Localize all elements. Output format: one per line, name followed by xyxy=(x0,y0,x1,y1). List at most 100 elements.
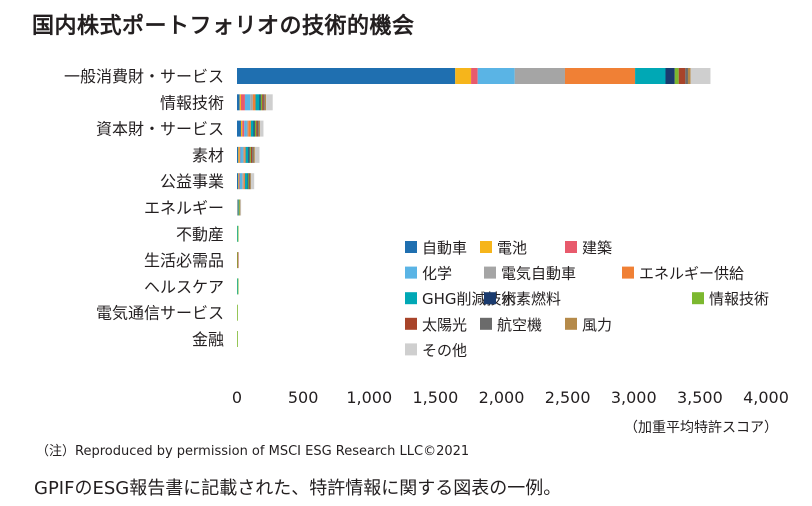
bar-segment xyxy=(254,121,255,137)
x-tick-labels: 05001,0001,5002,0002,5003,0003,5004,000 xyxy=(232,388,789,407)
legend-label: 建築 xyxy=(582,239,612,257)
legend-swatch xyxy=(405,292,417,304)
bar-segment xyxy=(237,331,238,347)
bar-segment xyxy=(455,68,471,84)
category-labels: 一般消費財・サービス情報技術資本財・サービス素材公益事業エネルギー不動産生活必需… xyxy=(64,67,224,349)
bar-segment xyxy=(251,147,252,163)
bar-segment xyxy=(244,147,245,163)
x-tick-label: 0 xyxy=(232,388,242,407)
legend-label: 情報技術 xyxy=(709,290,769,308)
x-tick-label: 3,000 xyxy=(611,388,657,407)
bar-segment xyxy=(255,147,260,163)
bar-segment xyxy=(238,147,239,163)
bar-segment xyxy=(265,94,266,110)
legend-item: 建築 xyxy=(565,239,612,257)
legend-item: 航空機 xyxy=(480,316,542,334)
bar-segment xyxy=(635,68,665,84)
legend-label: 水素燃料 xyxy=(501,290,561,308)
legend-item: 自動車 xyxy=(405,239,467,257)
bar-segment xyxy=(240,173,243,189)
legend-swatch xyxy=(405,318,417,330)
bar-segment xyxy=(253,94,256,110)
x-tick-label: 500 xyxy=(288,388,319,407)
bar-segment xyxy=(688,68,691,84)
x-tick-label: 1,000 xyxy=(346,388,392,407)
legend-item: エネルギー供給 xyxy=(622,265,744,283)
legend-label: 電池 xyxy=(497,239,527,257)
bar-segment xyxy=(256,94,260,110)
category-label: 素材 xyxy=(192,146,224,165)
bar-segment xyxy=(248,121,251,137)
bar-segment xyxy=(237,94,240,110)
bar-segment xyxy=(237,173,238,189)
category-label: 資本財・サービス xyxy=(96,120,224,139)
bar-segment xyxy=(243,147,244,163)
bar-segment xyxy=(237,121,241,137)
bar-segment xyxy=(471,68,478,84)
legend-swatch xyxy=(565,318,577,330)
bar-segment xyxy=(245,94,250,110)
bar-segment xyxy=(251,173,254,189)
legend: 自動車電池建築化学電気自動車エネルギー供給GHG削減技術水素燃料情報技術太陽光航… xyxy=(405,239,769,359)
category-label: ヘルスケア xyxy=(144,277,224,296)
legend-label: 風力 xyxy=(582,316,612,334)
bar-segment xyxy=(515,68,565,84)
category-label: エネルギー xyxy=(144,199,224,218)
bar-segment xyxy=(238,226,239,242)
legend-item: その他 xyxy=(405,341,467,359)
x-tick-label: 2,500 xyxy=(545,388,591,407)
category-label: 公益事業 xyxy=(160,172,224,191)
bar-segment xyxy=(261,94,262,110)
x-tick-label: 2,000 xyxy=(479,388,525,407)
category-label: 情報技術 xyxy=(160,93,224,112)
legend-item: 風力 xyxy=(565,316,612,334)
bar-segment xyxy=(244,173,245,189)
legend-label: その他 xyxy=(422,341,467,359)
bar-segment xyxy=(250,147,251,163)
legend-swatch xyxy=(405,343,417,355)
bar-segment xyxy=(691,68,711,84)
bar-segment xyxy=(251,121,254,137)
bar-segment xyxy=(240,94,241,110)
legend-swatch xyxy=(484,267,496,279)
bar-segment xyxy=(260,121,263,137)
category-label: 一般消費財・サービス xyxy=(64,67,224,86)
bar-segment xyxy=(266,94,273,110)
legend-swatch xyxy=(480,318,492,330)
bar-segment xyxy=(238,252,239,268)
category-label: 電気通信サービス xyxy=(96,304,224,323)
bar-segment xyxy=(257,121,258,137)
bar-segment xyxy=(247,121,248,137)
bar-segment xyxy=(244,121,247,137)
x-tick-label: 4,000 xyxy=(743,388,789,407)
x-axis-label: （加重平均特許スコア） xyxy=(624,420,778,436)
legend-item: 情報技術 xyxy=(692,290,769,308)
legend-item: 太陽光 xyxy=(405,316,467,334)
category-label: 不動産 xyxy=(176,225,224,244)
bar-segment xyxy=(262,94,263,110)
bar-segment xyxy=(242,173,243,189)
bar-segment xyxy=(263,94,264,110)
bar-segment xyxy=(248,147,249,163)
legend-swatch xyxy=(565,241,577,253)
category-label: 金融 xyxy=(192,330,224,349)
category-label: 生活必需品 xyxy=(144,251,224,270)
legend-label: 航空機 xyxy=(497,316,542,334)
legend-item: GHG削減技術 xyxy=(405,290,517,308)
bar-segment xyxy=(245,173,248,189)
legend-label: 電気自動車 xyxy=(501,265,576,283)
legend-swatch xyxy=(480,241,492,253)
bar-segment xyxy=(237,147,238,163)
bar-segment xyxy=(259,94,260,110)
bar-segment xyxy=(240,200,241,216)
legend-swatch xyxy=(405,267,417,279)
legend-item: 電池 xyxy=(480,239,527,257)
legend-swatch xyxy=(692,292,704,304)
bar-segment xyxy=(241,94,245,110)
bar-segment xyxy=(478,68,515,84)
bar-segment xyxy=(250,94,253,110)
bar-segment xyxy=(242,121,244,137)
source-note: （注）Reproduced by permission of MSCI ESG … xyxy=(36,440,469,459)
bar-segment xyxy=(246,147,249,163)
